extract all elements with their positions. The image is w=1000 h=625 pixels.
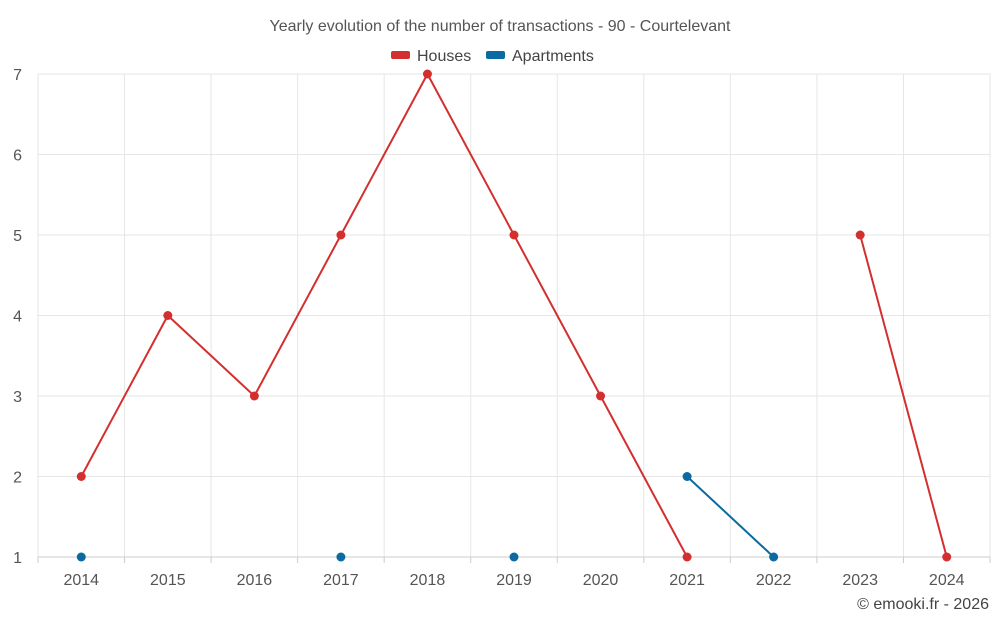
legend-label-apartments: Apartments — [512, 48, 594, 65]
y-tick-label: 6 — [13, 148, 22, 165]
x-tick-label: 2022 — [756, 572, 792, 589]
data-point-houses[interactable] — [855, 230, 865, 240]
x-axis-ticks: 2014 2015 2016 2017 2018 2019 2020 2021 2022 2023… — [63, 572, 964, 589]
x-tick-label: 2014 — [63, 572, 99, 589]
series-line-houses — [859, 234, 948, 558]
data-point-houses[interactable] — [596, 391, 606, 401]
data-point-houses[interactable] — [682, 552, 692, 562]
data-point-apartments[interactable] — [682, 472, 692, 481]
y-tick-label: 4 — [13, 309, 22, 326]
data-point-houses[interactable] — [942, 552, 952, 562]
grid — [37, 73, 991, 557]
data-point-houses[interactable] — [336, 230, 346, 240]
data-point-houses[interactable] — [163, 311, 173, 320]
data-point-houses[interactable] — [76, 472, 86, 481]
series-line-apartments — [686, 475, 775, 558]
x-tick-label: 2016 — [237, 572, 273, 589]
legend-item-apartments[interactable]: Apartments — [486, 48, 594, 65]
chart-title: Yearly evolution of the number of transa… — [270, 18, 732, 35]
data-point-apartments[interactable] — [76, 552, 86, 562]
legend-label-houses: Houses — [417, 48, 471, 65]
x-tick-label: 2024 — [929, 572, 965, 589]
data-point-houses[interactable] — [249, 391, 259, 401]
series-line-houses — [80, 71, 688, 558]
x-tick-label: 2015 — [150, 572, 186, 589]
y-tick-label: 5 — [13, 228, 22, 245]
legend-swatch-apartments — [486, 51, 505, 59]
x-tick-label: 2020 — [583, 572, 619, 589]
data-point-apartments[interactable] — [769, 552, 779, 562]
data-point-houses[interactable] — [422, 69, 432, 79]
copyright-credit: © emooki.fr - 2026 — [857, 596, 989, 613]
data-point-apartments[interactable] — [509, 552, 519, 562]
y-tick-label: 7 — [13, 67, 22, 84]
y-tick-label: 2 — [13, 470, 22, 487]
x-tick-label: 2023 — [842, 572, 878, 589]
x-tick-label: 2021 — [669, 572, 705, 589]
x-tick-label: 2019 — [496, 572, 532, 589]
y-axis-ticks: 1 2 3 4 5 6 7 — [13, 67, 22, 567]
y-tick-label: 3 — [13, 389, 22, 406]
series — [76, 69, 952, 562]
legend-swatch-houses — [391, 51, 410, 59]
y-tick-label: 1 — [13, 550, 22, 567]
data-point-apartments[interactable] — [336, 552, 346, 562]
legend-item-houses[interactable]: Houses — [391, 48, 471, 65]
legend: Houses Apartments — [391, 48, 594, 65]
x-tick-label: 2017 — [323, 572, 359, 589]
x-tick-label: 2018 — [410, 572, 446, 589]
data-point-houses[interactable] — [509, 230, 519, 240]
